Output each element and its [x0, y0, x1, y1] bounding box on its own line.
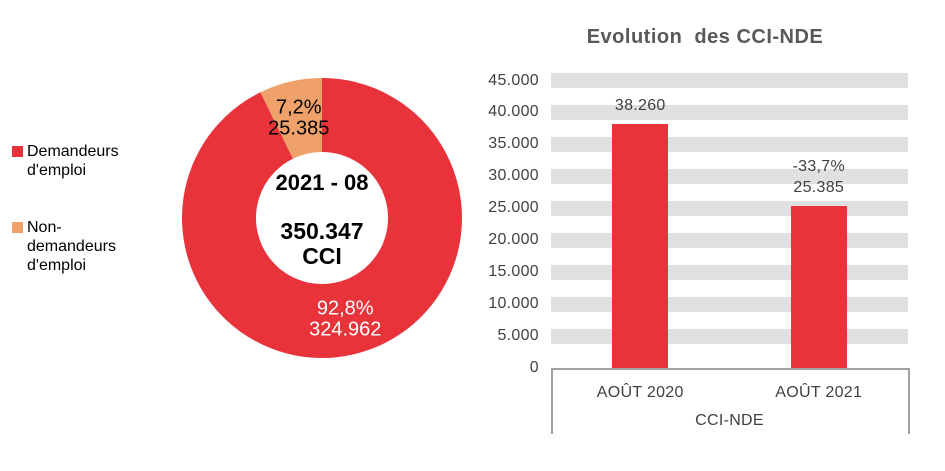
y-axis-tick-label: 45.000 [488, 71, 539, 89]
y-axis-tick-label: 30.000 [488, 167, 539, 185]
category-box-right-line [908, 368, 910, 434]
category-box-left-line [551, 368, 553, 434]
y-axis-tick-label: 20.000 [488, 231, 539, 249]
donut-slice-label: 92,8% 324.962 [309, 297, 381, 340]
gridline-band [551, 264, 908, 280]
gridline-band [551, 73, 908, 88]
legend-item-label: Demandeurs d'emploi [27, 143, 119, 179]
x-axis-line [551, 368, 910, 370]
bar-value-label: 38.260 [570, 95, 710, 116]
donut-slice [181, 78, 463, 359]
legend-swatch-icon [12, 222, 23, 233]
bar-value-label-line: -33,7% [792, 157, 845, 175]
gridline-band [551, 200, 908, 216]
gridline-band [551, 136, 908, 152]
y-axis-tick-label: 10.000 [488, 295, 539, 313]
bar-chart-title: Evolution des CCI-NDE [586, 26, 824, 48]
y-axis-tick-label: 15.000 [488, 263, 539, 281]
y-axis-tick-label: 25.000 [488, 199, 539, 217]
bar [790, 205, 847, 368]
donut-slice-label: 7,2% 25.385 [268, 97, 329, 140]
bar-value-label: -33,7% 25.385 [749, 156, 889, 198]
bar-value-label-line: 38.260 [614, 96, 666, 114]
donut-center-period: 2021 - 08 [276, 170, 369, 195]
donut-legend: Demandeurs d'emploi Non-demandeurs d'empl… [12, 142, 130, 275]
bar-chart: Evolution des CCI-NDE 0 5.000 10.000 15.000… [465, 0, 945, 471]
bar-value-label-line: 25.385 [793, 178, 845, 196]
legend-swatch-icon [12, 146, 23, 157]
donut-slice [260, 78, 322, 159]
gridline-band [551, 328, 908, 344]
legend-item: Demandeurs d'emploi [12, 142, 130, 180]
donut-chart: 92,8% 324.962 7,2% 25.385 2021 - 08 350.347… [181, 78, 463, 359]
category-label: AOÛT 2020 [596, 384, 684, 401]
y-axis-tick-label: 0 [529, 359, 539, 376]
donut-center-unit: CCI [302, 243, 342, 269]
y-axis-tick-label: 35.000 [488, 135, 539, 153]
legend-item-label: Non-demandeurs d'emploi [27, 219, 116, 274]
bar [612, 123, 669, 368]
legend-item: Non-demandeurs d'emploi [12, 218, 130, 275]
category-label: AOÛT 2021 [775, 384, 863, 401]
donut-slices: 92,8% 324.962 7,2% 25.385 [181, 78, 463, 359]
donut-center-total: 350.347 [280, 218, 363, 244]
gridline-band [551, 296, 908, 312]
y-axis-tick-label: 5.000 [497, 327, 539, 345]
x-axis-group-label: CCI-NDE [695, 412, 764, 429]
y-axis-tick-label: 40.000 [488, 103, 539, 121]
gridline-band [551, 232, 908, 248]
gridline-band [551, 104, 908, 120]
